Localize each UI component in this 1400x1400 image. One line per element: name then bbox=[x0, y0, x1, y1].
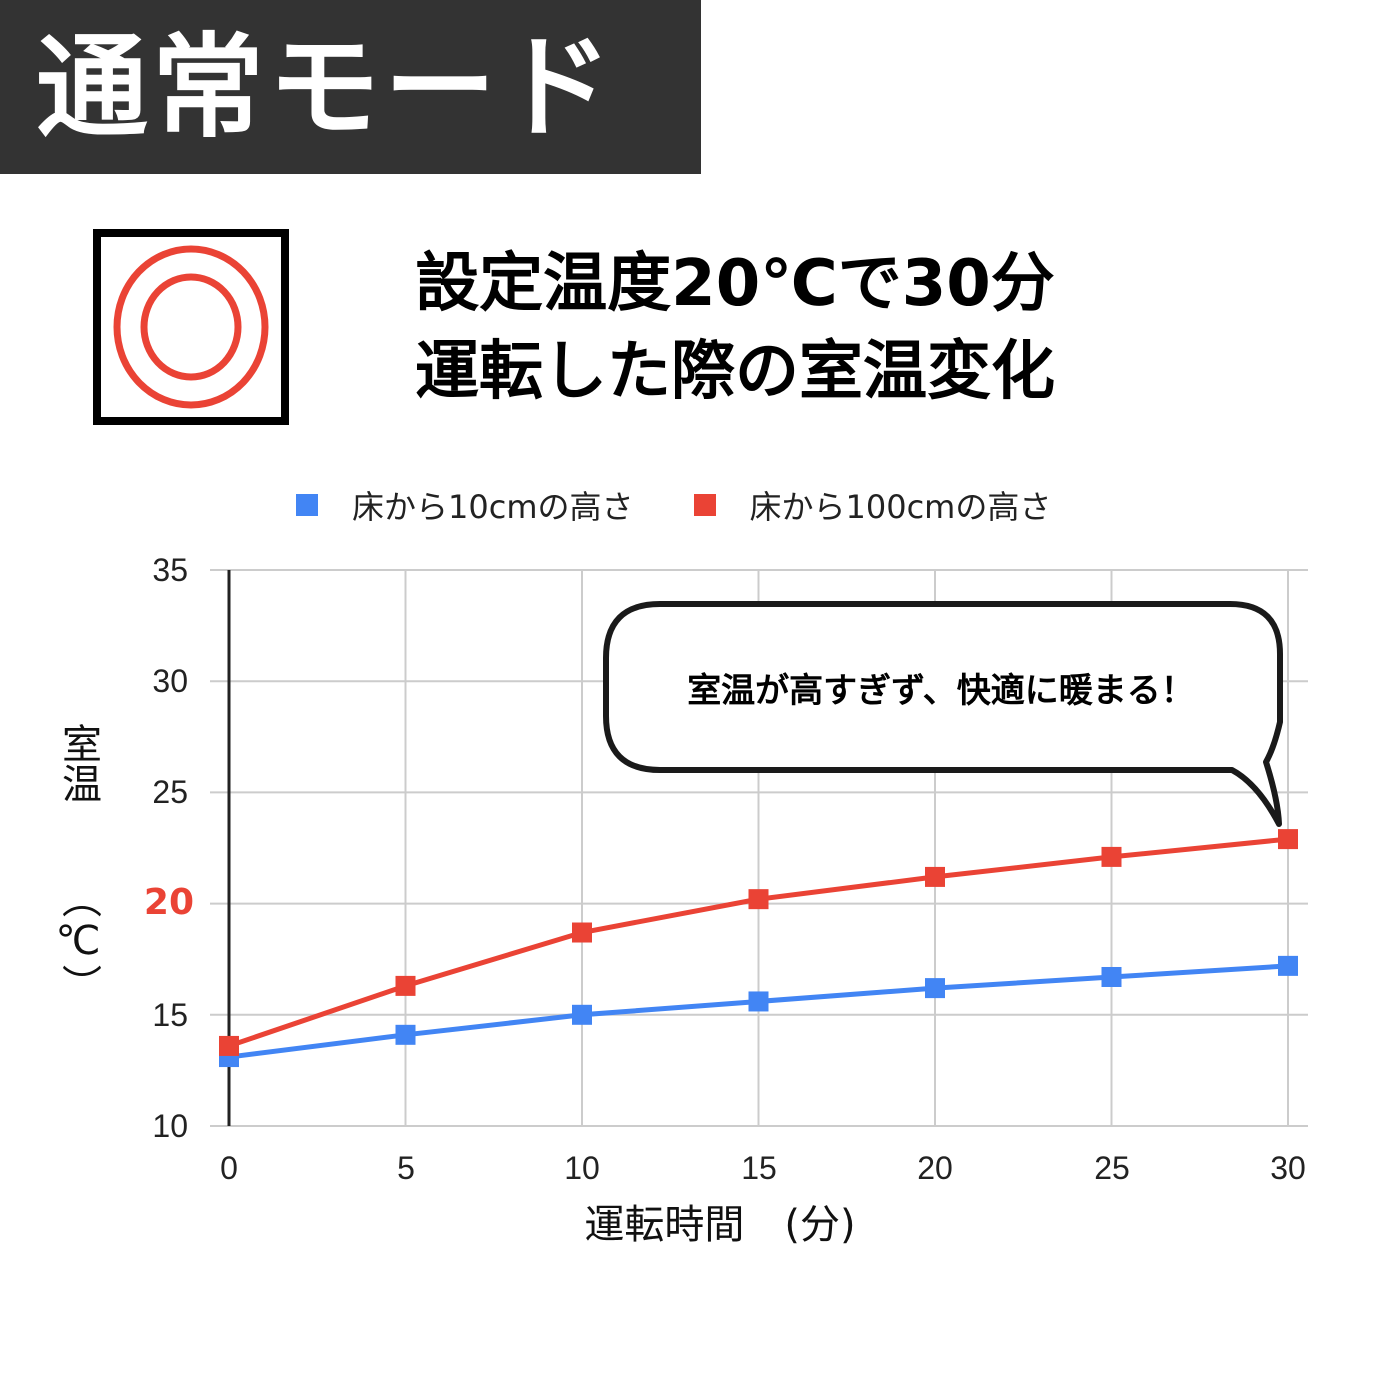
x-tick-15: 15 bbox=[741, 1150, 777, 1186]
x-axis-label: 運転時間 (分) bbox=[584, 1202, 856, 1248]
series-100cm bbox=[219, 829, 1298, 1056]
y-tick-25: 25 bbox=[152, 774, 188, 810]
data-point-marker bbox=[748, 889, 769, 910]
data-point-marker bbox=[572, 1004, 592, 1025]
y-tick-35: 35 bbox=[152, 552, 188, 588]
chart-title: 設定温度20℃で30分 運転した際の室温変化 bbox=[300, 240, 1170, 416]
callout-text: 室温が高すぎず、快適に暖まる！ bbox=[687, 671, 1195, 711]
legend-label: 床から10cmの高さ bbox=[352, 488, 634, 526]
x-tick-25: 25 bbox=[1094, 1150, 1130, 1186]
chart-title-line1: 設定温度20℃で30分 bbox=[415, 247, 1055, 321]
y-axis-label: 室温 （℃） bbox=[50, 718, 106, 1004]
y-tick-30: 30 bbox=[152, 663, 188, 699]
double-circle-icon bbox=[113, 245, 269, 409]
data-point-marker bbox=[925, 866, 945, 887]
chart-legend: 床から10cmの高さ 床から100cmの高さ bbox=[296, 480, 1111, 530]
x-tick-20: 20 bbox=[917, 1150, 953, 1186]
x-tick-10: 10 bbox=[564, 1150, 600, 1186]
legend-swatch-red-icon bbox=[693, 494, 716, 516]
y-tick-20-highlight: 20 bbox=[143, 882, 194, 923]
data-point-marker bbox=[1101, 966, 1122, 987]
y-axis-label-main: 室温 bbox=[55, 723, 101, 803]
legend-label: 床から100cmの高さ bbox=[749, 488, 1052, 526]
y-tick-15: 15 bbox=[152, 997, 188, 1033]
data-point-marker bbox=[748, 991, 769, 1012]
data-point-marker bbox=[1101, 846, 1122, 867]
data-point-marker bbox=[395, 1024, 416, 1045]
legend-item-100cm: 床から100cmの高さ bbox=[693, 482, 1052, 528]
legend-swatch-blue-icon bbox=[296, 494, 318, 516]
mode-title: 通常モード bbox=[36, 23, 616, 153]
y-axis-label-unit: （℃） bbox=[55, 878, 101, 1004]
series-lines bbox=[219, 829, 1298, 1068]
speech-bubble bbox=[603, 601, 1283, 827]
x-tick-0: 0 bbox=[220, 1150, 238, 1186]
data-point-marker bbox=[1278, 829, 1298, 850]
y-tick-10: 10 bbox=[152, 1108, 188, 1144]
legend-item-10cm: 床から10cmの高さ bbox=[296, 482, 634, 528]
mode-header: 通常モード bbox=[0, 0, 701, 174]
chart-title-line2: 運転した際の室温変化 bbox=[415, 335, 1055, 409]
series-10cm bbox=[219, 955, 1298, 1068]
data-point-marker bbox=[1278, 955, 1298, 976]
x-tick-30: 30 bbox=[1270, 1150, 1306, 1186]
data-point-marker bbox=[395, 975, 416, 996]
data-point-marker bbox=[572, 922, 592, 943]
x-tick-5: 5 bbox=[397, 1150, 415, 1186]
data-point-marker bbox=[219, 1035, 239, 1056]
data-point-marker bbox=[925, 978, 945, 999]
rating-box bbox=[93, 229, 289, 425]
